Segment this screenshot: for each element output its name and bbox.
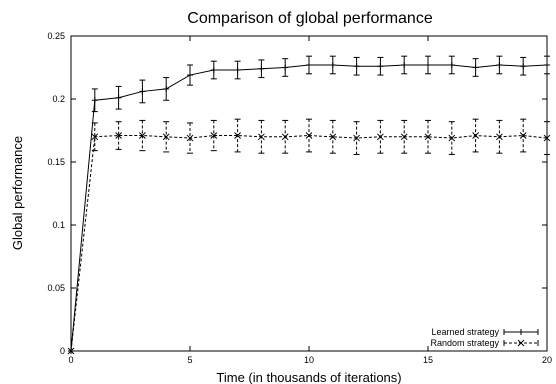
y-tick-label: 0.15 bbox=[47, 157, 65, 167]
point-marker-d2 bbox=[281, 133, 289, 141]
point-marker-d2 bbox=[496, 133, 503, 141]
series-line bbox=[70, 64, 548, 352]
x-tick-label: 10 bbox=[304, 355, 314, 365]
y-tick-label: 0.2 bbox=[52, 94, 65, 104]
point-marker-d2 bbox=[139, 132, 146, 139]
x-tick-label: 20 bbox=[542, 355, 552, 365]
point-marker-d2 bbox=[162, 133, 170, 141]
point-marker-d2 bbox=[234, 132, 241, 139]
point-marker-d2 bbox=[258, 133, 265, 141]
series-random bbox=[67, 118, 551, 355]
y-tick-label: 0.1 bbox=[52, 220, 65, 230]
point-marker-d2 bbox=[377, 133, 384, 141]
point-marker-d2 bbox=[115, 132, 122, 139]
series-line bbox=[70, 135, 548, 352]
point-marker-d2 bbox=[400, 133, 408, 141]
x-tick-label: 5 bbox=[187, 355, 192, 365]
point-marker-d2 bbox=[91, 133, 99, 141]
point-marker-d2 bbox=[424, 133, 432, 141]
y-tick-label: 0.25 bbox=[47, 31, 65, 41]
x-axis-label: Time (in thousands of iterations) bbox=[216, 370, 401, 384]
legend-label-learned: Learned strategy bbox=[431, 327, 499, 337]
point-marker-d2 bbox=[210, 132, 218, 139]
data-series bbox=[67, 55, 551, 355]
legend: Learned strategy Random strategy bbox=[430, 327, 539, 348]
point-marker-d2 bbox=[472, 132, 479, 139]
point-marker-d2 bbox=[305, 132, 313, 139]
point-marker-d2 bbox=[329, 133, 337, 141]
point-marker-d2 bbox=[543, 134, 551, 142]
chart-title: Comparison of global performance bbox=[187, 10, 433, 27]
series-learned bbox=[68, 55, 550, 354]
x-tick-label: 0 bbox=[68, 355, 73, 365]
point-marker-d2 bbox=[519, 132, 527, 139]
y-tick-label: 0 bbox=[60, 346, 65, 356]
point-marker-d2 bbox=[186, 134, 194, 142]
point-marker-d2 bbox=[517, 339, 525, 347]
axis-ticks: 0 5 10 15 20 0 0.05 0.1 0.15 0.2 0.25 bbox=[47, 31, 552, 365]
legend-swatches bbox=[503, 329, 539, 347]
y-axis-label: Global performance bbox=[10, 136, 25, 250]
point-marker-d2 bbox=[353, 134, 360, 142]
y-tick-label: 0.05 bbox=[47, 283, 65, 293]
x-tick-label: 15 bbox=[423, 355, 433, 365]
point-marker-d2 bbox=[67, 347, 75, 355]
legend-label-random: Random strategy bbox=[430, 338, 499, 348]
point-marker-d2 bbox=[448, 134, 456, 142]
